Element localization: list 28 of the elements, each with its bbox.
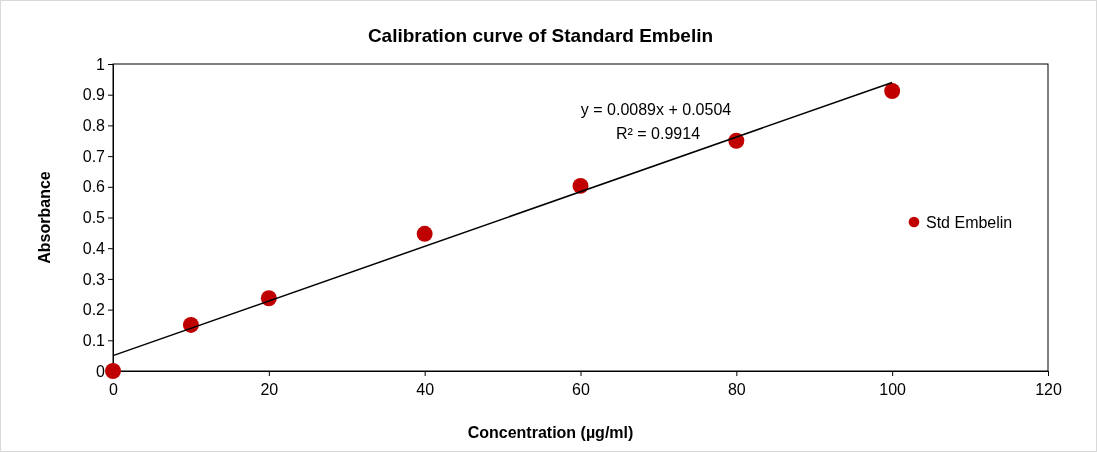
y-tick-label: 0.1 (82, 331, 106, 349)
y-tick-label: 0.3 (82, 270, 106, 288)
y-tick-label: 0 (96, 362, 106, 380)
x-tick-label: 0 (109, 381, 119, 398)
y-tick-label: 1 (96, 55, 106, 73)
x-axis-title: Concentration (µg/ml) (467, 424, 634, 441)
y-tick-label: 0.6 (82, 178, 106, 196)
x-tick-label: 40 (416, 381, 435, 398)
chart-title: Calibration curve of Standard Embelin (367, 25, 714, 46)
y-tick-label: 0.8 (82, 117, 106, 135)
annotation: y = 0.0089x + 0.0504 (580, 101, 732, 118)
point (884, 83, 901, 99)
x-tick-label: 20 (260, 381, 279, 398)
x-tick-label: 120 (1035, 381, 1062, 398)
point (416, 225, 433, 242)
x-tick-label: 100 (879, 381, 907, 398)
y-tick-label: 0.2 (82, 301, 106, 319)
x-tick-label: 60 (572, 381, 590, 398)
point (572, 177, 589, 194)
y-tick-label: 0.7 (82, 147, 106, 165)
x-tick-label: 80 (727, 381, 746, 398)
legend-label: Std Embelin (926, 214, 1013, 231)
y-tick-label: 0.4 (82, 239, 106, 257)
y-tick-label: 0.5 (82, 209, 106, 227)
y-axis-title: Absorbance (36, 171, 53, 264)
annotation: R² = 0.9914 (615, 125, 701, 142)
y-tick-label: 0.9 (82, 86, 106, 104)
point (105, 363, 121, 379)
